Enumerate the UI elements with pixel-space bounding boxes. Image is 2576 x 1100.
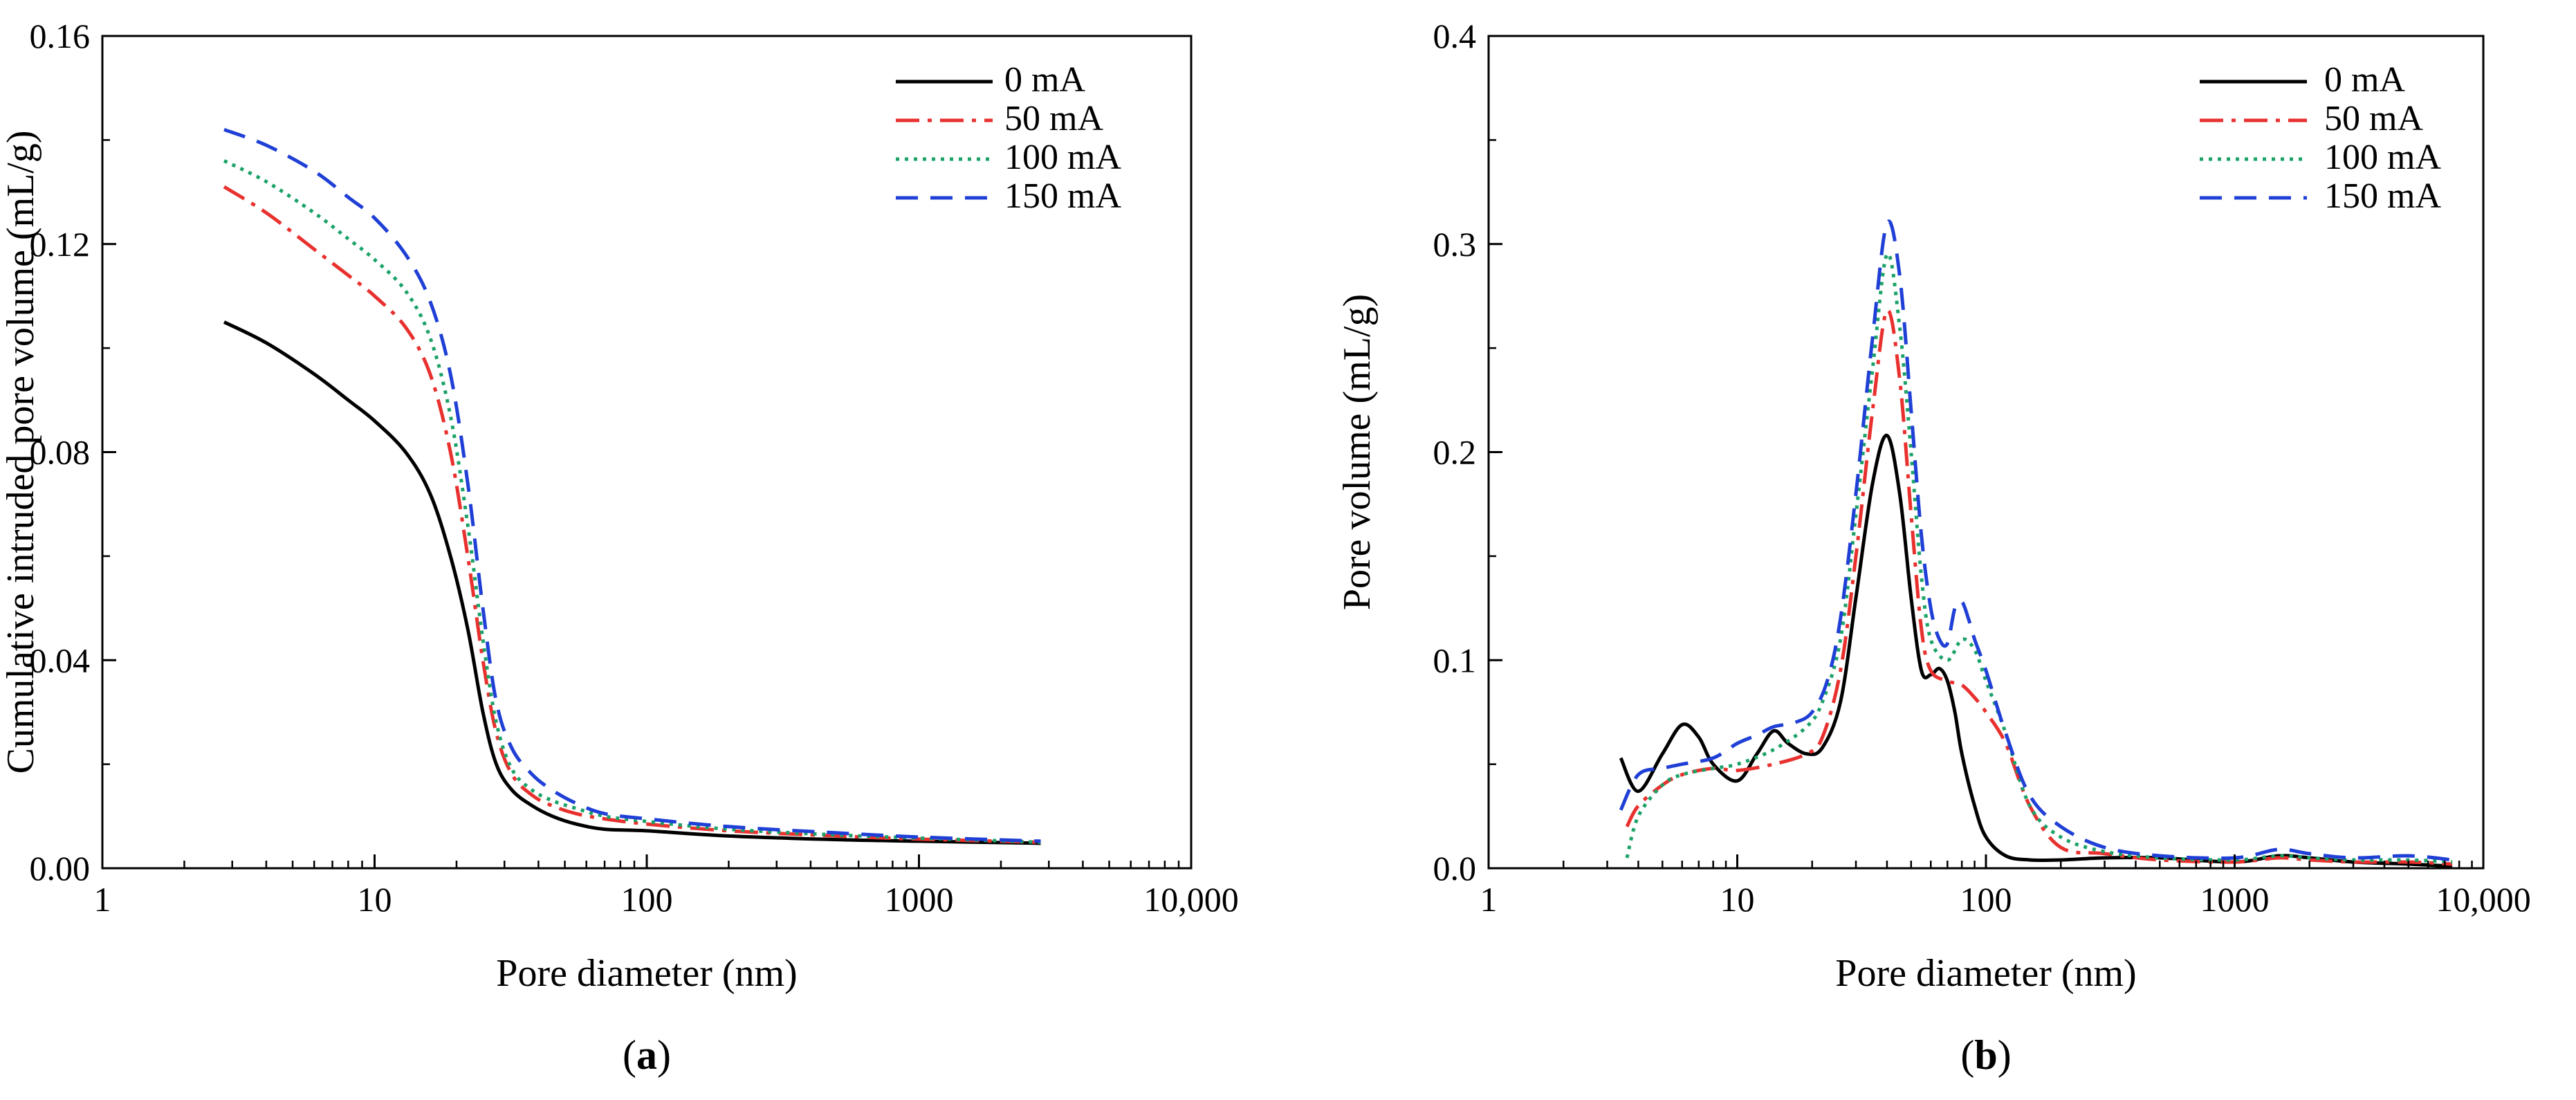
legend-label: 150 mA <box>2324 176 2441 216</box>
y-tick-label: 0.4 <box>1433 17 1477 55</box>
legend-label: 50 mA <box>1004 99 1103 138</box>
legend-label: 0 mA <box>2324 60 2405 100</box>
y-axis-title: Pore volume (mL/g) <box>1336 294 1379 610</box>
series-line-50-ma <box>1625 309 2453 866</box>
chart-panel-a: 1 10 100 1000 10,000 0.00 0.04 0.08 0.12 0.16 Pore… <box>0 17 1239 1078</box>
legend-label: 0 mA <box>1004 60 1085 100</box>
panel-label-letter: a <box>636 1032 657 1078</box>
legend-label: 50 mA <box>2324 99 2423 138</box>
legend-label: 100 mA <box>1004 138 1121 177</box>
legend-label: 100 mA <box>2324 138 2441 177</box>
y-tick-label: 0.04 <box>30 641 91 679</box>
series-line-150-ma <box>223 127 1041 843</box>
series-line-0-ma <box>223 320 1041 845</box>
y-tick-label: 0.2 <box>1433 433 1477 472</box>
y-tick-label: 0.00 <box>30 849 91 888</box>
series-line-150-ma <box>1619 219 2453 862</box>
y-tick-label: 0.16 <box>30 17 91 55</box>
y-tick-label: 0.08 <box>30 433 91 472</box>
panel-label-letter: b <box>1974 1032 1997 1078</box>
y-axis-title: Cumulative intruded pore volume (mL/g) <box>0 130 42 773</box>
chart-panel-b: 1 10 100 1000 10,000 0.0 0.1 0.2 0.3 0.4 Pore diam… <box>1336 17 2531 1078</box>
legend-label: 150 mA <box>1004 176 1121 216</box>
series-line-100-ma <box>223 159 1041 844</box>
y-tick-label: 0.3 <box>1433 225 1477 264</box>
x-tick-label: 100 <box>1960 880 2012 919</box>
panel-label: (a) <box>623 1032 671 1078</box>
series-line-50-ma <box>223 185 1041 844</box>
x-tick-label: 1000 <box>885 880 954 919</box>
x-tick-label: 10 <box>1720 880 1755 919</box>
x-tick-label: 10,000 <box>2436 880 2531 919</box>
x-tick-label: 1 <box>94 880 111 919</box>
panel-label-close: ) <box>1998 1032 2012 1078</box>
y-tick-label: 0.0 <box>1433 849 1477 888</box>
panel-label: (b) <box>1960 1032 2011 1078</box>
y-tick-label: 0.1 <box>1433 641 1477 679</box>
x-axis-title: Pore diameter (nm) <box>1835 952 2136 995</box>
x-tick-label: 1 <box>1480 880 1498 919</box>
x-axis-title: Pore diameter (nm) <box>496 952 797 995</box>
x-tick-label: 1000 <box>2200 880 2270 919</box>
x-tick-label: 100 <box>621 880 673 919</box>
series-line-0-ma <box>1619 433 2453 868</box>
x-tick-label: 10,000 <box>1143 880 1239 919</box>
panel-label-open: ( <box>1960 1032 1974 1078</box>
series-line-100-ma <box>1625 252 2453 864</box>
y-tick-label: 0.12 <box>30 225 91 264</box>
panel-label-open: ( <box>623 1032 636 1078</box>
x-tick-label: 10 <box>358 880 392 919</box>
panel-label-close: ) <box>657 1032 671 1078</box>
